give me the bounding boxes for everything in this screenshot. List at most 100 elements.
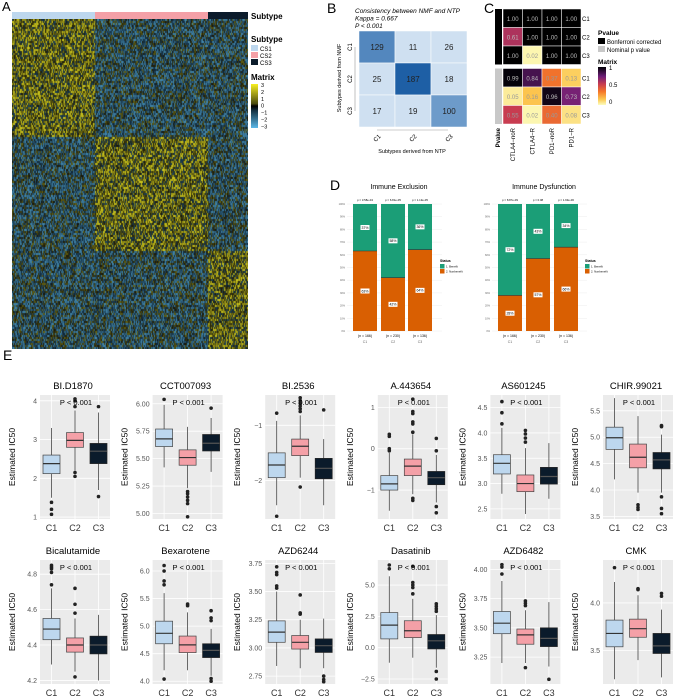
outlier-point bbox=[387, 434, 392, 439]
drug-title: CHIR.99021 bbox=[610, 381, 662, 392]
outlier-point bbox=[209, 608, 213, 613]
c-cell-value: 1.00 bbox=[546, 35, 558, 41]
d-ytick: 60% bbox=[340, 254, 346, 257]
c-cell-value: 0.99 bbox=[507, 76, 519, 82]
x-tick-label: C3 bbox=[318, 688, 330, 698]
d-pvalue: p = 3.58e-04 bbox=[357, 198, 373, 202]
c-row-label: C2 bbox=[582, 35, 590, 41]
x-tick-label: C1 bbox=[609, 688, 621, 698]
b-title: Consistency between NMF and NTP bbox=[355, 8, 461, 15]
y-tick-label: −2.5 bbox=[361, 676, 375, 683]
box-C2 bbox=[403, 458, 422, 476]
x-tick-label: C2 bbox=[520, 688, 532, 698]
y-tick-label: 4.5 bbox=[478, 405, 488, 412]
y-tick-label: 3.5 bbox=[590, 648, 600, 655]
x-tick-label: C3 bbox=[93, 688, 105, 698]
panel-label-c: C bbox=[484, 0, 494, 16]
c-cell-value: 0.84 bbox=[526, 76, 538, 82]
legend-swatch bbox=[251, 52, 258, 58]
outlier-point bbox=[162, 397, 166, 402]
box-C1 bbox=[42, 454, 61, 475]
panel-label-d: D bbox=[330, 177, 340, 193]
boxplot-BI.D1870: 1 2 3 4 C1 C2 C3 P < 0.001 BI.D1870 Estimated IC5… bbox=[7, 381, 110, 533]
outlier-point bbox=[659, 424, 664, 429]
d-pvalue: p = 1.13e-05 bbox=[412, 198, 428, 202]
boxplot-Bexarotene: 4.0 4.5 5.0 5.5 6.0 C1 C2 C3 P < 0.001 Bexarotene… bbox=[120, 546, 223, 698]
b-col-label: C2 bbox=[409, 133, 419, 143]
d-label-bg bbox=[561, 286, 571, 292]
b-row-label: C1 bbox=[348, 43, 354, 51]
outlier-point bbox=[298, 404, 303, 408]
d-category: C3 bbox=[564, 340, 569, 344]
outlier-point bbox=[434, 511, 439, 515]
x-tick-label: C2 bbox=[632, 688, 644, 698]
outlier-point bbox=[185, 498, 190, 503]
outlier-point bbox=[411, 397, 415, 401]
d-legend-item: 2. Nonbenefit bbox=[446, 270, 463, 274]
c-pvalue-type-cell bbox=[495, 105, 502, 124]
drug-title: AZD6482 bbox=[503, 546, 543, 557]
panel-c: 1.00 1.00 1.00 1.00 C1 0.61 1.00 1.00 1.00 C2 1.00… bbox=[495, 8, 661, 161]
outlier-point bbox=[434, 602, 439, 606]
y-tick-label: 3.25 bbox=[249, 617, 263, 624]
outlier-point bbox=[387, 566, 392, 571]
legend-subtype-title: Subtype bbox=[251, 35, 283, 44]
c-col-label: CTLA4−R bbox=[530, 127, 536, 154]
y-axis-label: Estimated IC50 bbox=[120, 428, 130, 486]
outlier-point bbox=[434, 607, 439, 611]
drug-title: AZD6244 bbox=[278, 546, 318, 557]
c-cell-value: 0.02 bbox=[526, 113, 538, 119]
d-legend-title: Status bbox=[440, 259, 451, 263]
c-cell-value: 0.02 bbox=[526, 54, 538, 60]
box-C1 bbox=[380, 475, 399, 491]
d-ytick: 80% bbox=[485, 228, 491, 231]
d-label-bg bbox=[388, 238, 398, 244]
d-pvalue: p = 6.81e-05 bbox=[385, 198, 401, 202]
y-tick-label: 3.0 bbox=[478, 481, 488, 488]
outlier-point bbox=[162, 579, 166, 583]
b-cell-value: 17 bbox=[373, 107, 382, 116]
drug-title: BI.2536 bbox=[282, 381, 315, 392]
y-tick-label: 4.2 bbox=[27, 678, 37, 685]
box-C3 bbox=[427, 634, 446, 650]
p-value-label: P < 0.001 bbox=[398, 398, 430, 407]
p-value-label: P < 0.001 bbox=[285, 563, 317, 572]
c-cell-value: 0.73 bbox=[565, 95, 577, 101]
outlier-point bbox=[185, 495, 190, 499]
c-cell-value: 1.00 bbox=[565, 35, 577, 41]
x-tick-label: C1 bbox=[158, 688, 170, 698]
subtype-bar-CS3 bbox=[208, 12, 248, 19]
outlier-point bbox=[298, 398, 303, 403]
d-ytick: 40% bbox=[485, 279, 491, 282]
d-legend-item: 1. Benefit bbox=[446, 265, 458, 269]
x-tick-label: C3 bbox=[205, 688, 217, 698]
outlier-point bbox=[274, 564, 279, 569]
y-tick-label: 1 bbox=[33, 515, 37, 522]
legend-subtype-CS3: CS3 bbox=[260, 61, 272, 67]
c-legend-bonferroni: Bonferroni corrected bbox=[607, 40, 661, 46]
outlier-point bbox=[523, 440, 528, 444]
outlier-point bbox=[434, 604, 439, 609]
outlier-point bbox=[49, 570, 54, 575]
c-cell-value: 0.61 bbox=[507, 35, 519, 41]
p-value-label: P < 0.001 bbox=[173, 563, 205, 572]
matrix-tick: −2 bbox=[261, 118, 267, 124]
b-row-label: C3 bbox=[348, 107, 354, 115]
outlier-point bbox=[411, 583, 415, 587]
expression-heatmap bbox=[12, 19, 248, 349]
d-bar-label: 43% bbox=[534, 230, 541, 234]
x-tick-label: C3 bbox=[656, 688, 668, 698]
b-xlabel: Subtypes derived from NTP bbox=[378, 149, 446, 155]
c-cell-value: 0.37 bbox=[546, 76, 558, 82]
c-cell-value: 1.00 bbox=[565, 54, 577, 60]
c-pvalue-type-cell bbox=[495, 27, 502, 46]
outlier-point bbox=[636, 587, 640, 592]
d-ytick: 60% bbox=[485, 254, 491, 257]
c-cell-value: 0.96 bbox=[546, 95, 558, 101]
panel-label-a: A bbox=[2, 0, 11, 14]
d-legend-swatch bbox=[440, 264, 445, 269]
y-tick-label: 3.5 bbox=[590, 514, 600, 521]
b-pvalue: P < 0.001 bbox=[355, 23, 383, 30]
outlier-point bbox=[96, 494, 101, 499]
